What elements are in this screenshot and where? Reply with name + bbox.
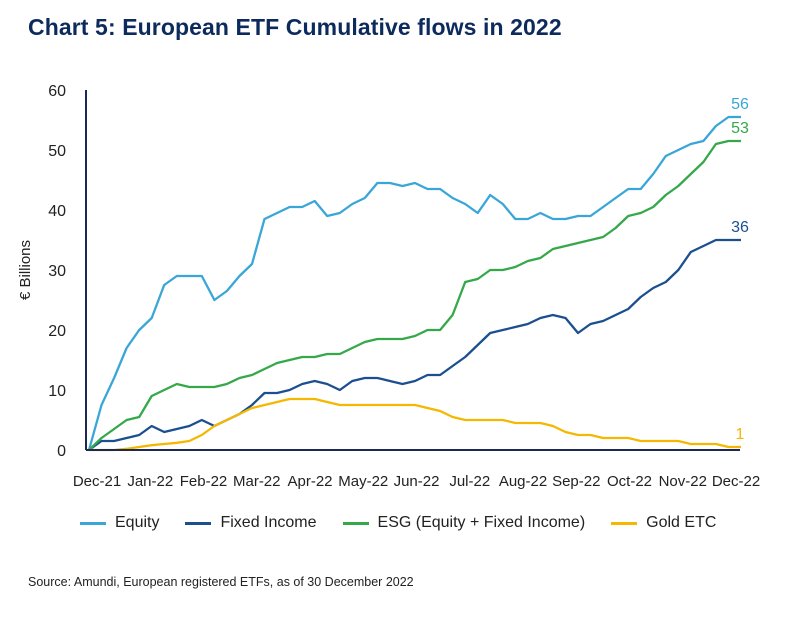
x-tick-label: Jul-22: [449, 473, 490, 490]
legend-item: ESG (Equity + Fixed Income): [342, 514, 586, 532]
source-note: Source: Amundi, European registered ETFs…: [28, 575, 414, 589]
x-tick-label: Dec-22: [712, 473, 760, 490]
y-tick-label: 0: [57, 443, 66, 460]
x-tick-label: Mar-22: [233, 473, 281, 490]
y-axis-label: € Billions: [17, 240, 34, 300]
series-line-equity: [87, 115, 741, 451]
legend-swatch: [80, 521, 106, 525]
chart-legend: Equity Fixed Income ESG (Equity + Fixed In…: [80, 514, 742, 532]
y-tick-label: 30: [48, 263, 66, 280]
x-tick-label: Feb-22: [180, 473, 228, 490]
legend-swatch: [611, 521, 638, 525]
x-tick-label: Jan-22: [127, 473, 173, 490]
legend-label: Gold ETC: [646, 514, 717, 531]
legend-label: ESG (Equity + Fixed Income): [377, 514, 586, 531]
x-tick-label: Sep-22: [552, 473, 600, 490]
end-value-label: 53: [731, 120, 749, 137]
series-line-gold-etc: [89, 397, 741, 452]
x-tick-label: Nov-22: [659, 473, 707, 490]
legend-item: Equity: [80, 514, 159, 532]
y-tick-label: 50: [48, 143, 66, 160]
x-tick-label: Jun-22: [394, 473, 440, 490]
end-value-label: 1: [736, 426, 745, 443]
chart-title: Chart 5: European ETF Cumulative flows i…: [28, 14, 562, 40]
y-tick-label: 60: [48, 83, 66, 100]
x-tick-label: May-22: [338, 473, 388, 490]
end-value-label: 56: [731, 96, 749, 113]
legend-label: Fixed Income: [220, 514, 317, 531]
legend-swatch: [342, 521, 369, 525]
x-tick-label: Dec-21: [73, 473, 121, 490]
legend-swatch: [185, 521, 212, 525]
series-line-esg-equity-fixed-income: [88, 139, 741, 451]
y-tick-label: 40: [48, 203, 66, 220]
legend-item: Gold ETC: [611, 514, 716, 532]
legend-item: Fixed Income: [185, 514, 317, 532]
series-line-fixed-income: [88, 238, 741, 451]
x-tick-label: Aug-22: [499, 473, 547, 490]
x-tick-label: Oct-22: [607, 473, 652, 490]
x-tick-label: Apr-22: [287, 473, 332, 490]
y-tick-label: 20: [48, 323, 66, 340]
y-tick-label: 10: [48, 383, 66, 400]
end-value-label: 36: [731, 219, 749, 236]
legend-label: Equity: [115, 514, 160, 531]
